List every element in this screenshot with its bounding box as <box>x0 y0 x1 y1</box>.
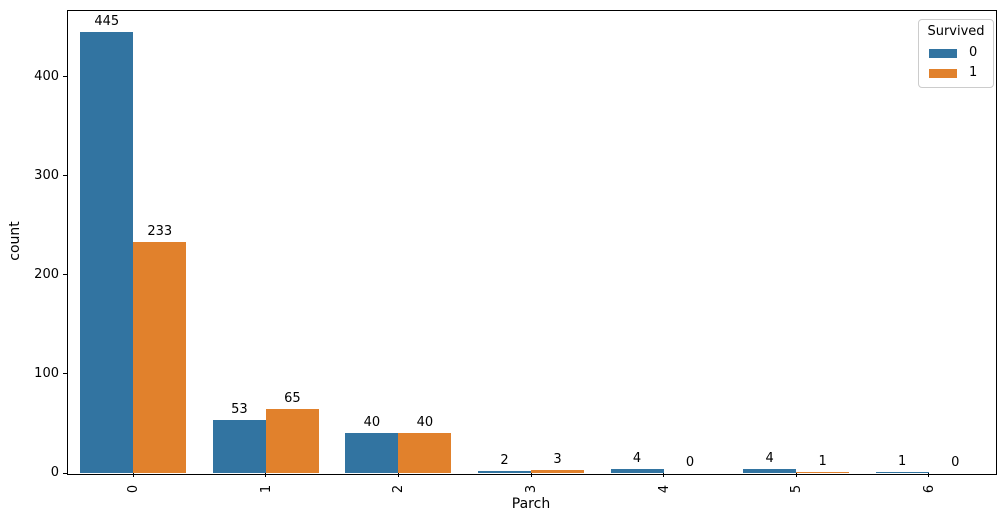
bar-value-label: 53 <box>231 402 248 418</box>
x-axis-label: Parch <box>511 496 551 512</box>
bar-value-label: 40 <box>416 415 434 431</box>
legend-entry-label: 1 <box>969 65 978 80</box>
bar <box>796 472 850 473</box>
bar-value-label: 445 <box>94 14 120 30</box>
bar <box>477 471 531 473</box>
legend-entry: 1 <box>929 66 993 80</box>
bar-value-label: 40 <box>363 415 381 431</box>
y-tick-mark <box>63 76 67 78</box>
bar-value-label: 233 <box>147 224 173 240</box>
y-tick-label: 100 <box>34 365 59 381</box>
bar <box>265 408 319 473</box>
y-axis-label: count <box>7 221 23 261</box>
bar <box>133 242 187 473</box>
y-tick-label: 300 <box>34 167 59 183</box>
x-tick-label: 4 <box>656 484 672 494</box>
x-tick-mark <box>132 473 134 477</box>
x-tick-label: 0 <box>125 484 141 494</box>
x-tick-mark <box>663 473 665 477</box>
bar-value-label: 3 <box>553 452 562 468</box>
x-tick-label: 5 <box>788 484 804 494</box>
bar <box>80 32 134 473</box>
bar <box>345 433 399 473</box>
x-tick-mark <box>265 473 267 477</box>
bar-value-label: 2 <box>500 453 509 469</box>
bar-value-label: 65 <box>284 390 301 406</box>
x-tick-label: 6 <box>921 484 937 494</box>
legend-entry: 0 <box>929 46 993 60</box>
x-tick-mark <box>530 473 532 477</box>
y-tick-mark <box>63 373 67 375</box>
bar <box>743 469 797 473</box>
x-tick-label: 3 <box>523 484 539 494</box>
bar <box>875 472 929 473</box>
bar-value-label: 1 <box>898 454 907 469</box>
bar-value-label: 4 <box>632 451 642 467</box>
y-tick-label: 400 <box>34 68 59 84</box>
x-tick-label: 1 <box>258 484 274 494</box>
y-tick-label: 200 <box>34 266 59 282</box>
bar <box>212 420 266 473</box>
bar-value-label: 0 <box>685 455 695 470</box>
bar <box>610 469 664 473</box>
legend-title: Survived <box>927 24 985 39</box>
x-tick-mark <box>397 473 399 477</box>
x-tick-label: 2 <box>390 484 406 494</box>
legend-entry-label: 0 <box>969 45 978 60</box>
bar <box>398 433 452 473</box>
bar <box>531 470 585 473</box>
bar-value-label: 1 <box>818 454 827 469</box>
bar-value-label: 4 <box>765 451 774 467</box>
legend-swatch <box>929 48 957 58</box>
y-tick-mark <box>63 274 67 276</box>
plot-area <box>67 10 997 475</box>
bar-value-label: 0 <box>951 455 960 470</box>
y-tick-mark <box>63 472 67 474</box>
legend-swatch <box>929 68 957 78</box>
y-tick-mark <box>63 175 67 177</box>
x-tick-mark <box>928 473 930 477</box>
x-tick-mark <box>795 473 797 477</box>
y-tick-label: 0 <box>50 465 59 480</box>
